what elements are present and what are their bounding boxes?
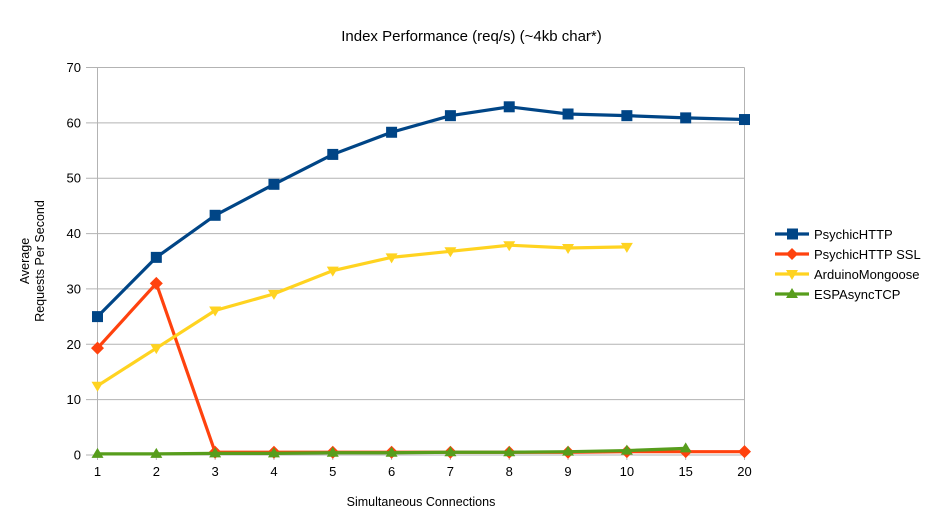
series-marker-espasynctcp <box>444 446 457 457</box>
chart-title: Index Performance (req/s) (~4kb char*) <box>341 28 602 45</box>
x-tick-label: 9 <box>564 464 571 479</box>
series-marker-arduinomongoose <box>620 242 633 253</box>
series-marker-espasynctcp <box>562 445 575 456</box>
legend-label: PsychicHTTP <box>814 226 893 242</box>
y-tick-label: 60 <box>67 115 81 130</box>
series-marker-psychichttp <box>739 114 750 126</box>
series-marker-psychichttp <box>386 126 398 138</box>
series-marker-psychichttp <box>92 311 103 323</box>
series-marker-espasynctcp <box>620 444 633 455</box>
legend-swatch-diamond-icon <box>775 248 809 260</box>
y-tick-label: 70 <box>67 60 81 75</box>
series-marker-psychichttp <box>503 101 515 113</box>
y-tick-label: 10 <box>67 392 81 407</box>
y-tick-label: 20 <box>67 337 81 352</box>
legend-label: ESPAsyncTCP <box>814 286 901 302</box>
series-marker-arduinomongoose <box>562 243 575 254</box>
legend-item-espasynctcp: ESPAsyncTCP <box>775 284 921 304</box>
series-line-arduinomongoose <box>96 243 627 388</box>
series-marker-psychichttp-ssl <box>91 341 104 355</box>
legend: PsychicHTTP PsychicHTTP SSL ArduinoMongoos… <box>775 224 921 304</box>
series-marker-psychichttp <box>444 110 456 122</box>
x-tick-label: 4 <box>270 464 277 479</box>
series-marker-espasynctcp <box>385 446 398 457</box>
series-line-psychichttp-ssl <box>96 280 745 454</box>
legend-swatch-triangle-down-icon <box>775 270 809 280</box>
series-marker-arduinomongoose <box>444 247 457 258</box>
series-marker-espasynctcp <box>326 446 339 457</box>
series-marker-arduinomongoose <box>503 241 516 252</box>
series-marker-psychichttp-ssl <box>149 276 163 290</box>
series-marker-arduinomongoose <box>385 253 398 264</box>
legend-swatch-square-icon <box>775 228 809 240</box>
series-marker-arduinomongoose <box>150 344 163 355</box>
series-marker-psychichttp-ssl <box>738 445 751 459</box>
series-marker-psychichttp <box>150 251 162 263</box>
series-marker-espasynctcp <box>267 447 280 458</box>
legend-item-psychichttp: PsychicHTTP <box>775 224 921 244</box>
x-tick-label: 10 <box>620 464 634 479</box>
series-marker-arduinomongoose <box>209 306 222 317</box>
x-axis-title: Simultaneous Connections <box>346 495 496 509</box>
legend-item-psychichttp-ssl: PsychicHTTP SSL <box>775 244 921 264</box>
x-tick-label: 2 <box>153 464 160 479</box>
series-marker-psychichttp <box>621 110 633 122</box>
y-tick-label: 50 <box>67 171 81 186</box>
x-tick-label: 3 <box>212 464 219 479</box>
series-marker-espasynctcp <box>679 442 692 453</box>
series-marker-psychichttp <box>268 178 280 190</box>
series-marker-psychichttp <box>680 112 692 124</box>
x-tick-label: 5 <box>329 464 336 479</box>
series-marker-arduinomongoose <box>91 381 104 392</box>
y-tick-label: 40 <box>67 226 81 241</box>
series-marker-arduinomongoose <box>326 266 339 277</box>
y-tick-label: 0 <box>74 448 81 463</box>
legend-swatch-triangle-up-icon <box>775 288 809 298</box>
legend-label: PsychicHTTP SSL <box>814 246 921 262</box>
y-tick-label: 30 <box>67 281 81 296</box>
x-tick-label: 7 <box>447 464 454 479</box>
x-tick-label: 15 <box>678 464 692 479</box>
series-line-psychichttp <box>96 105 745 318</box>
x-tick-label: 8 <box>506 464 513 479</box>
series-marker-espasynctcp <box>209 447 222 458</box>
x-tick-label: 1 <box>94 464 101 479</box>
series-marker-arduinomongoose <box>267 289 280 300</box>
x-tick-label: 20 <box>737 464 751 479</box>
legend-item-arduinomongoose: ArduinoMongoose <box>775 264 921 284</box>
series-marker-espasynctcp <box>503 446 516 457</box>
series-marker-psychichttp <box>327 148 339 160</box>
series-marker-espasynctcp <box>91 447 104 458</box>
legend-label: ArduinoMongoose <box>814 266 920 282</box>
series-marker-psychichttp <box>562 108 574 120</box>
x-tick-label: 6 <box>388 464 395 479</box>
series-marker-psychichttp <box>209 209 221 221</box>
series-marker-espasynctcp <box>150 447 163 458</box>
